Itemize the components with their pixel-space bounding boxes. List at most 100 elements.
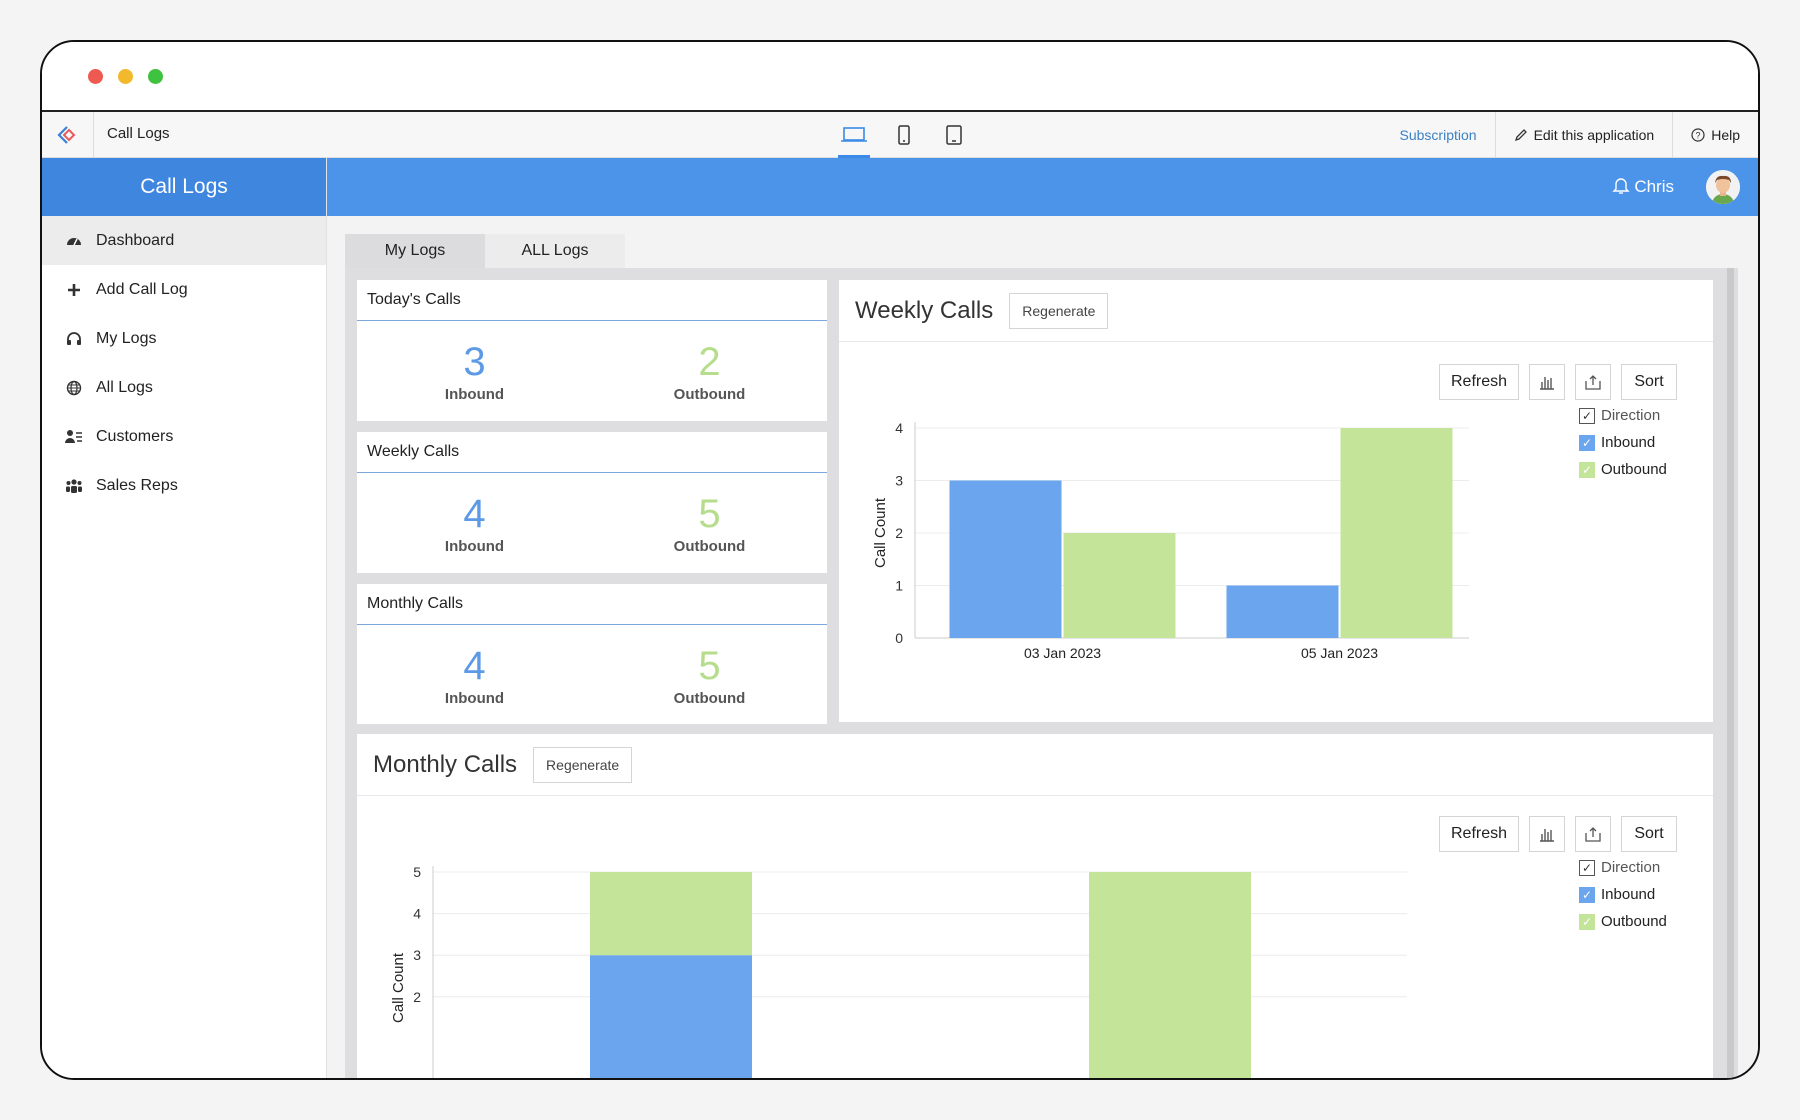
export-icon[interactable] xyxy=(1575,364,1611,400)
help-button[interactable]: ? Help xyxy=(1672,112,1758,157)
app-bar: Call Logs Subscription Edit this applica… xyxy=(42,112,1758,158)
customers-icon xyxy=(64,429,84,445)
sidebar-item-label: All Logs xyxy=(96,378,153,396)
legend-title: Direction xyxy=(1601,407,1661,424)
y-tick-label: 1 xyxy=(895,578,903,594)
svg-text:?: ? xyxy=(1696,130,1701,140)
outbound-label: Outbound xyxy=(673,689,746,707)
y-axis-label: Call Count xyxy=(390,952,407,1023)
legend-checkbox-icon[interactable]: ✓ xyxy=(1579,913,1595,930)
sidebar-item-label: Add Call Log xyxy=(96,280,188,298)
outbound-label: Outbound xyxy=(673,385,746,403)
inbound-label: Inbound xyxy=(444,537,505,555)
laptop-view-icon[interactable] xyxy=(838,120,870,158)
y-axis-label: Call Count xyxy=(872,497,889,568)
subscription-link[interactable]: Subscription xyxy=(1399,126,1477,143)
legend-title: Direction xyxy=(1601,859,1661,876)
sidebar-item-customers[interactable]: Customers xyxy=(42,412,326,461)
user-name[interactable]: Chris xyxy=(1634,177,1674,196)
chart-legend: ✓ Direction ✓ Inbound ✓ Outbound xyxy=(1579,854,1667,935)
legend-item-outbound: Outbound xyxy=(1601,461,1667,478)
legend-item-outbound: Outbound xyxy=(1601,913,1667,930)
log-tabs: My Logs ALL Logs xyxy=(345,234,625,268)
app-title: Call Logs xyxy=(107,125,170,142)
weekly-calls-bar-chart: 0 1 2 3 4 Call Count 03 Jan 2023 05 Jan 2023 xyxy=(872,420,1469,661)
team-icon xyxy=(64,478,84,494)
outbound-count: 2 xyxy=(698,339,721,384)
inbound-count: 4 xyxy=(463,643,486,688)
close-window-button[interactable] xyxy=(88,69,103,84)
outbound-label: Outbound xyxy=(673,537,746,555)
chart-type-icon[interactable] xyxy=(1529,364,1565,400)
legend-checkbox-icon[interactable]: ✓ xyxy=(1579,407,1595,424)
sidebar-item-my-logs[interactable]: My Logs xyxy=(42,314,326,363)
bar-outbound xyxy=(1089,872,1251,1078)
headset-icon xyxy=(64,331,84,347)
x-tick-label: 05 Jan 2023 xyxy=(1301,645,1378,661)
window-titlebar xyxy=(42,42,1758,112)
maximize-window-button[interactable] xyxy=(148,69,163,84)
mobile-view-icon[interactable] xyxy=(888,120,920,150)
avatar[interactable] xyxy=(1706,170,1740,204)
sidebar-brand: Call Logs xyxy=(42,158,326,216)
refresh-button[interactable]: Refresh xyxy=(1439,816,1519,852)
weekly-calls-card: Weekly Calls 4 Inbound 5 Outbound xyxy=(357,432,827,573)
bar-outbound xyxy=(590,872,752,956)
bar-inbound xyxy=(590,955,752,1078)
chart-type-icon[interactable] xyxy=(1529,816,1565,852)
export-icon[interactable] xyxy=(1575,816,1611,852)
sort-button[interactable]: Sort xyxy=(1621,364,1677,400)
legend-checkbox-icon[interactable]: ✓ xyxy=(1579,859,1595,876)
scrollbar[interactable] xyxy=(1727,268,1734,1078)
legend-checkbox-icon[interactable]: ✓ xyxy=(1579,461,1595,478)
regenerate-button[interactable]: Regenerate xyxy=(1009,292,1109,329)
sidebar-item-label: Dashboard xyxy=(96,231,175,249)
y-tick-label: 2 xyxy=(413,989,421,1005)
app-window: Call Logs Subscription Edit this applica… xyxy=(40,40,1760,1080)
y-tick-label: 4 xyxy=(413,906,421,922)
sidebar-item-label: My Logs xyxy=(96,329,157,347)
sidebar-item-all-logs[interactable]: All Logs xyxy=(42,363,326,412)
card-title: Weekly Calls xyxy=(357,432,827,473)
monthly-calls-chart-card: Monthly Calls Regenerate Refresh Sort ✓ D… xyxy=(357,734,1713,1078)
inbound-label: Inbound xyxy=(444,689,505,707)
monthly-calls-bar-chart: 2 3 4 5 Call Count xyxy=(390,864,1407,1078)
card-title: Today's Calls xyxy=(357,280,827,321)
sidebar-item-dashboard[interactable]: Dashboard xyxy=(42,216,326,265)
app-logo-icon[interactable] xyxy=(42,112,94,157)
outbound-count: 5 xyxy=(698,643,721,688)
tab-all-logs[interactable]: ALL Logs xyxy=(485,234,625,268)
bar-outbound xyxy=(1063,533,1176,638)
sidebar-item-label: Customers xyxy=(96,427,174,445)
refresh-button[interactable]: Refresh xyxy=(1439,364,1519,400)
legend-item-inbound: Inbound xyxy=(1601,886,1656,903)
main-content: My Logs ALL Logs Today's Calls 3 Inbound … xyxy=(327,216,1758,1078)
sidebar-item-sales-reps[interactable]: Sales Reps xyxy=(42,461,326,510)
bell-icon[interactable] xyxy=(1612,175,1630,200)
sidebar-item-label: Sales Reps xyxy=(96,476,178,494)
sidebar-item-add-call-log[interactable]: Add Call Log xyxy=(42,265,326,314)
tablet-view-icon[interactable] xyxy=(938,120,970,150)
inbound-label: Inbound xyxy=(444,385,505,403)
card-title: Monthly Calls xyxy=(357,584,827,625)
edit-application-button[interactable]: Edit this application xyxy=(1494,112,1673,157)
sort-button[interactable]: Sort xyxy=(1621,816,1677,852)
legend-checkbox-icon[interactable]: ✓ xyxy=(1579,434,1595,451)
chart-legend: ✓ Direction ✓ Inbound ✓ Outbound xyxy=(1579,402,1667,483)
tab-my-logs[interactable]: My Logs xyxy=(345,234,485,268)
y-tick-label: 2 xyxy=(895,525,903,541)
plus-icon xyxy=(64,283,84,297)
y-tick-label: 3 xyxy=(895,473,903,489)
help-icon: ? xyxy=(1691,127,1705,142)
minimize-window-button[interactable] xyxy=(118,69,133,84)
todays-calls-card: Today's Calls 3 Inbound 2 Outbound xyxy=(357,280,827,421)
regenerate-button[interactable]: Regenerate xyxy=(533,746,633,783)
pencil-icon xyxy=(1514,128,1527,141)
y-tick-label: 3 xyxy=(413,947,421,963)
inbound-count: 4 xyxy=(463,491,486,536)
legend-checkbox-icon[interactable]: ✓ xyxy=(1579,886,1595,903)
header-bar: Chris xyxy=(327,158,1758,216)
bar-inbound xyxy=(949,480,1062,638)
y-tick-label: 5 xyxy=(413,864,421,880)
help-label: Help xyxy=(1711,126,1740,143)
